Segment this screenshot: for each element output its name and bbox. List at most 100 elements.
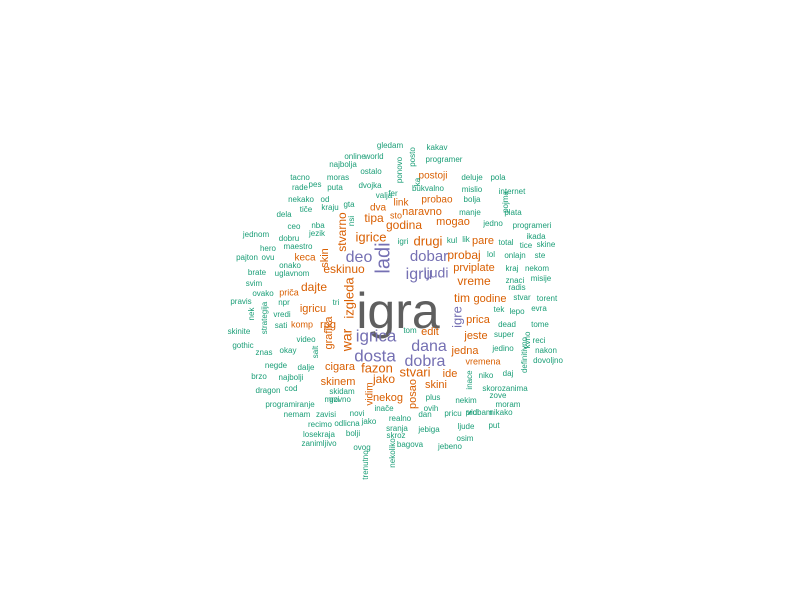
cloud-word-134: skinite <box>228 327 251 336</box>
cloud-word-145: jedino <box>491 344 514 353</box>
cloud-word-71: puta <box>327 183 343 192</box>
cloud-word-150: brzo <box>251 372 267 381</box>
cloud-word-77: od <box>321 195 330 204</box>
cloud-word-165: moram <box>496 400 521 409</box>
cloud-word-147: negde <box>265 361 288 370</box>
cloud-word-149: dovoljno <box>533 356 563 365</box>
cloud-word-170: ovih <box>424 404 439 413</box>
cloud-word-30: cigara <box>325 361 356 373</box>
cloud-word-95: dobru <box>279 234 299 243</box>
cloud-word-113: brate <box>248 268 267 277</box>
cloud-word-160: plus <box>426 393 441 402</box>
cloud-word-90: programeri <box>513 221 552 230</box>
cloud-word-183: jebiga <box>417 425 440 434</box>
cloud-word-174: odlicna <box>334 419 360 428</box>
cloud-word-102: maestro <box>284 242 313 251</box>
cloud-word-110: onako <box>279 261 301 270</box>
cloud-word-52: probao <box>421 195 453 206</box>
cloud-word-68: pola <box>490 173 506 182</box>
cloud-word-31: vidim <box>365 382 376 405</box>
cloud-word-85: manje <box>459 208 481 217</box>
cloud-word-4: dobar <box>410 248 448 265</box>
cloud-word-103: tice <box>520 241 533 250</box>
cloud-word-122: pravis <box>230 297 251 306</box>
cloud-word-129: vredi <box>273 310 291 319</box>
cloud-word-45: dva <box>370 203 387 214</box>
cloud-word-34: ide <box>443 368 458 380</box>
cloud-word-163: govno <box>329 395 351 404</box>
cloud-word-178: pricu <box>444 409 461 418</box>
cloud-word-99: total <box>498 238 513 247</box>
cloud-word-5: deo <box>346 249 373 266</box>
cloud-word-32: nekog <box>373 392 403 404</box>
cloud-word-80: bolja <box>464 195 481 204</box>
cloud-word-89: jedno <box>482 219 503 228</box>
cloud-word-116: misije <box>531 274 552 283</box>
cloud-word-67: deluje <box>461 173 483 182</box>
cloud-word-23: izgleda <box>341 277 356 319</box>
cloud-word-188: zanimljivo <box>301 439 337 448</box>
cloud-word-56: posto <box>408 147 417 167</box>
cloud-word-193: nekoliko <box>388 438 397 468</box>
cloud-word-184: ljude <box>458 422 475 431</box>
cloud-word-17: stvarno <box>335 212 349 252</box>
cloud-word-107: lol <box>487 250 495 259</box>
cloud-word-25: jeste <box>463 330 487 342</box>
cloud-word-187: osim <box>457 434 474 443</box>
cloud-word-118: radis <box>508 283 525 292</box>
cloud-word-15: probaj <box>447 248 480 262</box>
cloud-word-104: skine <box>537 240 556 249</box>
cloud-word-72: dvojka <box>358 181 382 190</box>
cloud-word-69: rade <box>292 183 309 192</box>
cloud-word-9: dobra <box>405 353 446 370</box>
cloud-word-153: daj <box>503 369 514 378</box>
cloud-word-97: kul <box>447 236 457 245</box>
cloud-word-49: vremena <box>465 356 500 366</box>
cloud-word-38: grafika <box>323 316 335 350</box>
cloud-word-84: gta <box>343 200 355 209</box>
cloud-word-191: jebeno <box>437 442 463 451</box>
cloud-word-16: eskinuo <box>323 262 365 276</box>
cloud-word-154: dragon <box>256 386 281 395</box>
cloud-word-28: jako <box>372 372 395 386</box>
cloud-word-127: evra <box>531 304 547 313</box>
cloud-word-133: sati <box>275 321 288 330</box>
cloud-word-135: video <box>296 335 316 344</box>
cloud-word-125: tek <box>494 305 506 314</box>
cloud-word-143: salt <box>311 345 320 358</box>
cloud-word-111: kraj <box>506 264 519 273</box>
cloud-word-115: znaci <box>506 276 525 285</box>
cloud-word-138: reci <box>533 336 546 345</box>
cloud-word-172: nikako <box>489 408 513 417</box>
cloud-word-114: uglavnom <box>275 269 310 278</box>
cloud-word-18: skin <box>319 248 331 268</box>
cloud-word-141: znas <box>256 348 273 357</box>
cloud-word-155: cod <box>285 384 298 393</box>
cloud-word-53: postoji <box>419 171 448 182</box>
cloud-word-46: link <box>393 198 409 209</box>
cloud-word-164: nekim <box>455 396 477 405</box>
cloud-word-35: skini <box>425 379 447 391</box>
cloud-word-41: godine <box>473 293 506 305</box>
cloud-word-181: bolji <box>346 429 360 438</box>
cloud-word-24: prica <box>466 314 491 326</box>
cloud-word-43: rpg <box>320 319 336 331</box>
cloud-word-66: ka <box>413 177 422 186</box>
cloud-word-1: ladi <box>372 242 394 273</box>
cloud-word-190: bagova <box>397 440 424 449</box>
cloud-word-148: dalje <box>298 363 315 372</box>
cloud-word-117: svim <box>246 279 263 288</box>
cloud-word-171: vidi <box>467 408 479 417</box>
cloud-word-128: nek <box>247 307 256 321</box>
cloud-word-91: ceo <box>288 222 301 231</box>
cloud-word-20: vreme <box>457 274 491 288</box>
cloud-word-7: dana <box>411 338 447 355</box>
cloud-word-64: tacno <box>290 173 310 182</box>
cloud-word-167: zavisi <box>316 410 336 419</box>
cloud-word-161: zove <box>490 391 507 400</box>
cloud-word-14: mogao <box>436 216 470 228</box>
cloud-word-29: skinem <box>321 376 356 388</box>
cloud-word-112: nekom <box>525 264 549 273</box>
cloud-word-136: tom <box>403 326 417 335</box>
cloud-word-166: nemam <box>284 410 311 419</box>
